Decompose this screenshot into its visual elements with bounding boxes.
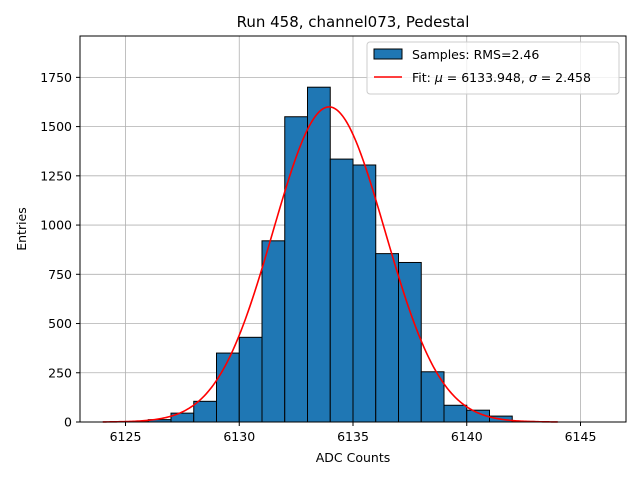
y-tick-label: 250 (48, 365, 72, 380)
x-tick-label: 6140 (451, 429, 483, 444)
legend-label-fit: Fit: μ = 6133.948, σ = 2.458 (412, 70, 591, 85)
legend-box (366, 41, 620, 95)
y-tick-label: 1250 (40, 168, 72, 183)
chart-title: Run 458, channel073, Pedestal (237, 13, 470, 31)
histogram-bar (307, 86, 331, 423)
x-tick-label: 6130 (223, 429, 255, 444)
x-tick-label: 6145 (565, 429, 597, 444)
y-axis-label: Entries (14, 207, 29, 251)
legend-fit-mu-value: = 6133.948, (443, 70, 529, 85)
histogram-bar (216, 352, 240, 423)
legend-swatch-samples (373, 48, 403, 60)
y-tick-label: 750 (48, 267, 72, 282)
histogram-bar (375, 253, 399, 423)
legend: Samples: RMS=2.46 Fit: μ = 6133.948, σ =… (366, 41, 620, 95)
y-tick-label: 1500 (40, 119, 72, 134)
y-tick-label: 1750 (40, 70, 72, 85)
histogram-bar (352, 164, 377, 423)
legend-label-samples: Samples: RMS=2.46 (412, 47, 539, 62)
x-tick-label: 6135 (337, 429, 369, 444)
fit-curve (102, 106, 558, 423)
histogram-bar (284, 116, 308, 423)
histogram-bar (238, 336, 263, 423)
y-tick-label: 1000 (40, 218, 72, 233)
x-axis-ticks: 6125 6130 6135 6140 6145 (110, 422, 597, 444)
legend-fit-sigma-value: = 2.458 (537, 70, 591, 85)
y-tick-label: 0 (64, 415, 72, 430)
histogram-bar (329, 158, 354, 423)
fit-curve-group (102, 106, 558, 423)
legend-fit-mu-symbol: μ (434, 70, 443, 85)
histogram-bar (443, 404, 468, 423)
legend-fit-sigma-symbol: σ (529, 70, 538, 85)
x-tick-label: 6125 (110, 429, 142, 444)
histogram-bar (261, 240, 286, 423)
legend-fit-prefix: Fit: (412, 70, 435, 85)
histogram-bar (193, 400, 217, 423)
y-tick-label: 500 (48, 316, 72, 331)
x-axis-label: ADC Counts (316, 450, 391, 465)
y-axis-ticks: 0 250 500 750 1000 1250 1500 1750 (40, 70, 80, 430)
